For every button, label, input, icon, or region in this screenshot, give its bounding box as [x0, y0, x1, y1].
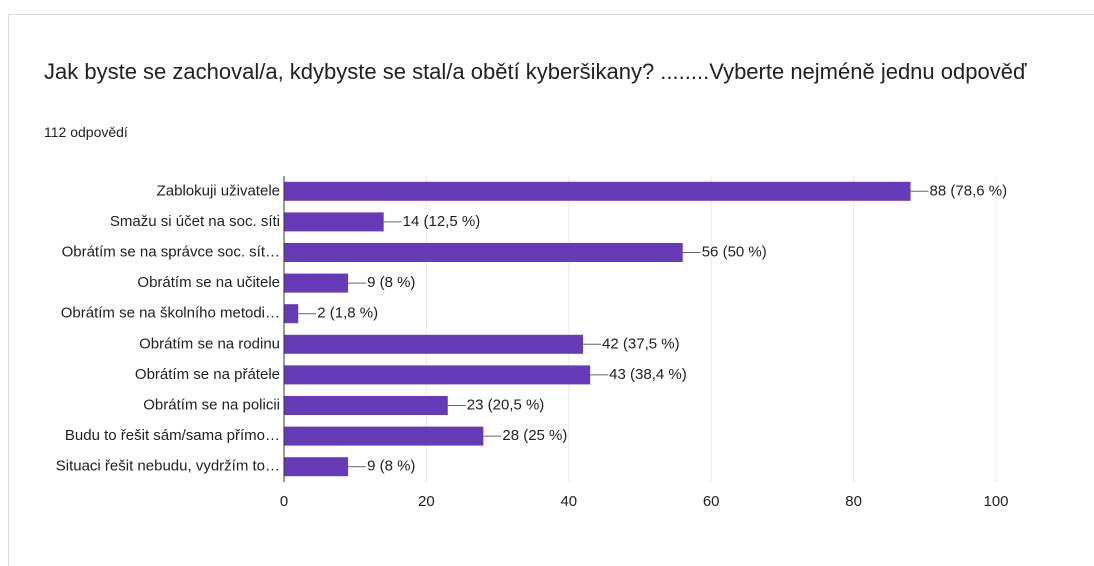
- value-label: 9 (8 %): [367, 458, 415, 475]
- value-label: 2 (1,8 %): [317, 305, 378, 322]
- y-tick-label: Obrátím se na správce soc. sít…: [62, 243, 280, 260]
- y-tick-label: Zablokuji uživatele: [157, 182, 280, 199]
- x-tick-label: 80: [845, 493, 862, 510]
- bar: [284, 243, 683, 262]
- value-label: 9 (8 %): [367, 274, 415, 291]
- bar: [284, 396, 448, 415]
- y-tick-label: Obrátím se na policii: [143, 396, 280, 413]
- card: [8, 14, 1094, 566]
- bar: [284, 273, 349, 293]
- y-tick-label: Obrátím se na přátele: [135, 366, 280, 383]
- y-tick-label: Obrátím se na rodinu: [139, 335, 280, 352]
- x-tick-label: 60: [703, 493, 720, 510]
- value-label: 28 (25 %): [502, 427, 567, 444]
- value-label: 88 (78,6 %): [930, 182, 1008, 199]
- value-label: 42 (37,5 %): [602, 335, 680, 352]
- y-tick-label: Obrátím se na učitele: [137, 274, 280, 291]
- y-tick-label: Obrátím se na školního metodi…: [61, 305, 280, 322]
- y-tick-label: Budu to řešit sám/sama přímo…: [65, 427, 280, 444]
- x-tick-label: 0: [280, 493, 288, 510]
- y-tick-label: Situaci řešit nebudu, vydržím to…: [56, 458, 280, 475]
- value-label: 14 (12,5 %): [403, 213, 481, 230]
- bar: [284, 426, 484, 446]
- value-label: 23 (20,5 %): [467, 396, 545, 413]
- x-tick-label: 20: [418, 493, 435, 510]
- y-tick-label: Smažu si účet na soc. síti: [110, 213, 280, 230]
- value-label: 56 (50 %): [702, 243, 767, 260]
- bar: [284, 212, 384, 232]
- bar: [284, 334, 584, 354]
- bar: [284, 304, 299, 324]
- chart-title: Jak byste se zachoval/a, kdybyste se sta…: [44, 59, 1027, 84]
- bar: [284, 457, 349, 477]
- bar: [284, 181, 911, 201]
- bar: [284, 365, 591, 385]
- value-label: 43 (38,4 %): [609, 366, 687, 383]
- x-tick-label: 40: [560, 493, 577, 510]
- chart-subtitle: 112 odpovědí: [44, 124, 128, 140]
- x-tick-label: 100: [983, 493, 1008, 510]
